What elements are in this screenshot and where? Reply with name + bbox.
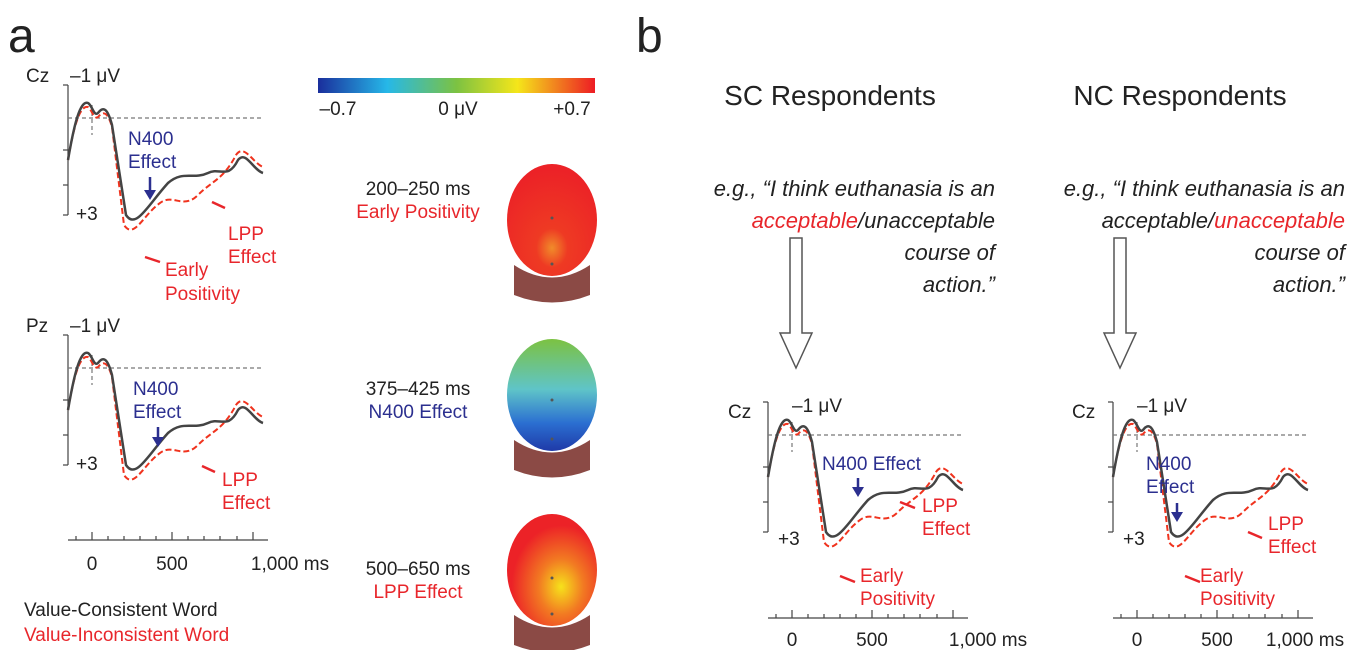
- axis-label: –1 μV: [70, 66, 120, 87]
- colorbar-label: –0.7: [320, 99, 357, 120]
- topomap: [507, 164, 597, 303]
- electrode: Cz: [728, 402, 751, 423]
- x-axis: [1112, 609, 1314, 619]
- topomap: [507, 339, 597, 478]
- annotation: Effect: [1268, 537, 1317, 558]
- quote-line: e.g., “I think euthanasia is an: [714, 176, 995, 201]
- electrode: Pz: [26, 316, 48, 337]
- x-tick-label: 1,000 ms: [251, 554, 329, 575]
- quote-word: unacceptable: [1214, 208, 1345, 233]
- quote-line: acceptable/unacceptable: [1102, 208, 1345, 233]
- colorbar-label: +0.7: [553, 99, 591, 120]
- quote-line: course of: [1255, 240, 1348, 265]
- annotation: Effect: [228, 247, 277, 268]
- quote-word: /: [1206, 208, 1216, 233]
- topomap: [507, 514, 597, 650]
- legend-entry: Value-Consistent Word: [24, 600, 218, 621]
- annotation: Early: [1200, 566, 1244, 587]
- annotation: N400 Effect: [822, 454, 922, 475]
- effect-label: Early Positivity: [356, 202, 480, 223]
- annotation: N400: [1146, 454, 1191, 475]
- quote-line: action.”: [1273, 272, 1347, 297]
- annotation: Effect: [1146, 477, 1195, 498]
- annotation: LPP: [222, 470, 258, 491]
- x-tick-label: 500: [1201, 630, 1233, 650]
- axis-label: +3: [1123, 529, 1145, 550]
- x-tick-label: 1,000 ms: [949, 630, 1027, 650]
- colorbar-label: 0 μV: [438, 99, 478, 120]
- x-axis: [767, 609, 969, 619]
- annotation: Effect: [922, 519, 971, 540]
- x-tick-label: 500: [156, 554, 188, 575]
- quote-word: /: [856, 208, 866, 233]
- colorbar: [318, 78, 595, 93]
- axis-label: –1 μV: [792, 396, 842, 417]
- x-tick-label: 0: [1132, 630, 1143, 650]
- annotation: Positivity: [165, 284, 240, 305]
- x-tick-label: 1,000 ms: [1266, 630, 1344, 650]
- x-axis: [67, 531, 269, 541]
- annotation: Effect: [133, 402, 182, 423]
- x-tick-label: 0: [787, 630, 798, 650]
- arrow: [779, 237, 813, 369]
- time-window: 500–650 ms: [366, 559, 471, 580]
- electrode: Cz: [26, 66, 49, 87]
- quote-word: acceptable: [752, 208, 858, 233]
- electrode: Cz: [1072, 402, 1095, 423]
- legend-entry: Value-Inconsistent Word: [24, 625, 229, 646]
- quote-line: course of: [905, 240, 998, 265]
- panel-label: b: [636, 10, 663, 63]
- axis-label: –1 μV: [70, 316, 120, 337]
- annotation: Positivity: [860, 589, 935, 610]
- annotation: Effect: [128, 152, 177, 173]
- axis-label: +3: [76, 454, 98, 475]
- quote-word: acceptable: [1102, 208, 1208, 233]
- annotation: Positivity: [1200, 589, 1275, 610]
- axis-label: +3: [778, 529, 800, 550]
- time-window: 200–250 ms: [366, 179, 471, 200]
- annotation: LPP: [922, 496, 958, 517]
- x-tick-label: 0: [87, 554, 98, 575]
- annotation: LPP: [228, 224, 264, 245]
- quote-line: action.”: [923, 272, 997, 297]
- panel-label: a: [8, 10, 35, 63]
- effect-label: LPP Effect: [373, 582, 463, 603]
- time-window: 375–425 ms: [366, 379, 471, 400]
- quote-word: unacceptable: [864, 208, 995, 233]
- annotation: N400: [133, 379, 178, 400]
- annotation: LPP: [1268, 514, 1304, 535]
- x-tick-label: 500: [856, 630, 888, 650]
- axis-label: +3: [76, 204, 98, 225]
- annotation: Effect: [222, 493, 271, 514]
- arrow: [1103, 237, 1137, 369]
- column-title: NC Respondents: [1073, 80, 1286, 111]
- quote-line: e.g., “I think euthanasia is an: [1064, 176, 1345, 201]
- annotation: Early: [860, 566, 904, 587]
- column-title: SC Respondents: [724, 80, 936, 111]
- quote-line: acceptable/unacceptable: [752, 208, 995, 233]
- axis-label: –1 μV: [1137, 396, 1187, 417]
- effect-label: N400 Effect: [369, 402, 469, 423]
- annotation: N400: [128, 129, 173, 150]
- annotation: Early: [165, 260, 209, 281]
